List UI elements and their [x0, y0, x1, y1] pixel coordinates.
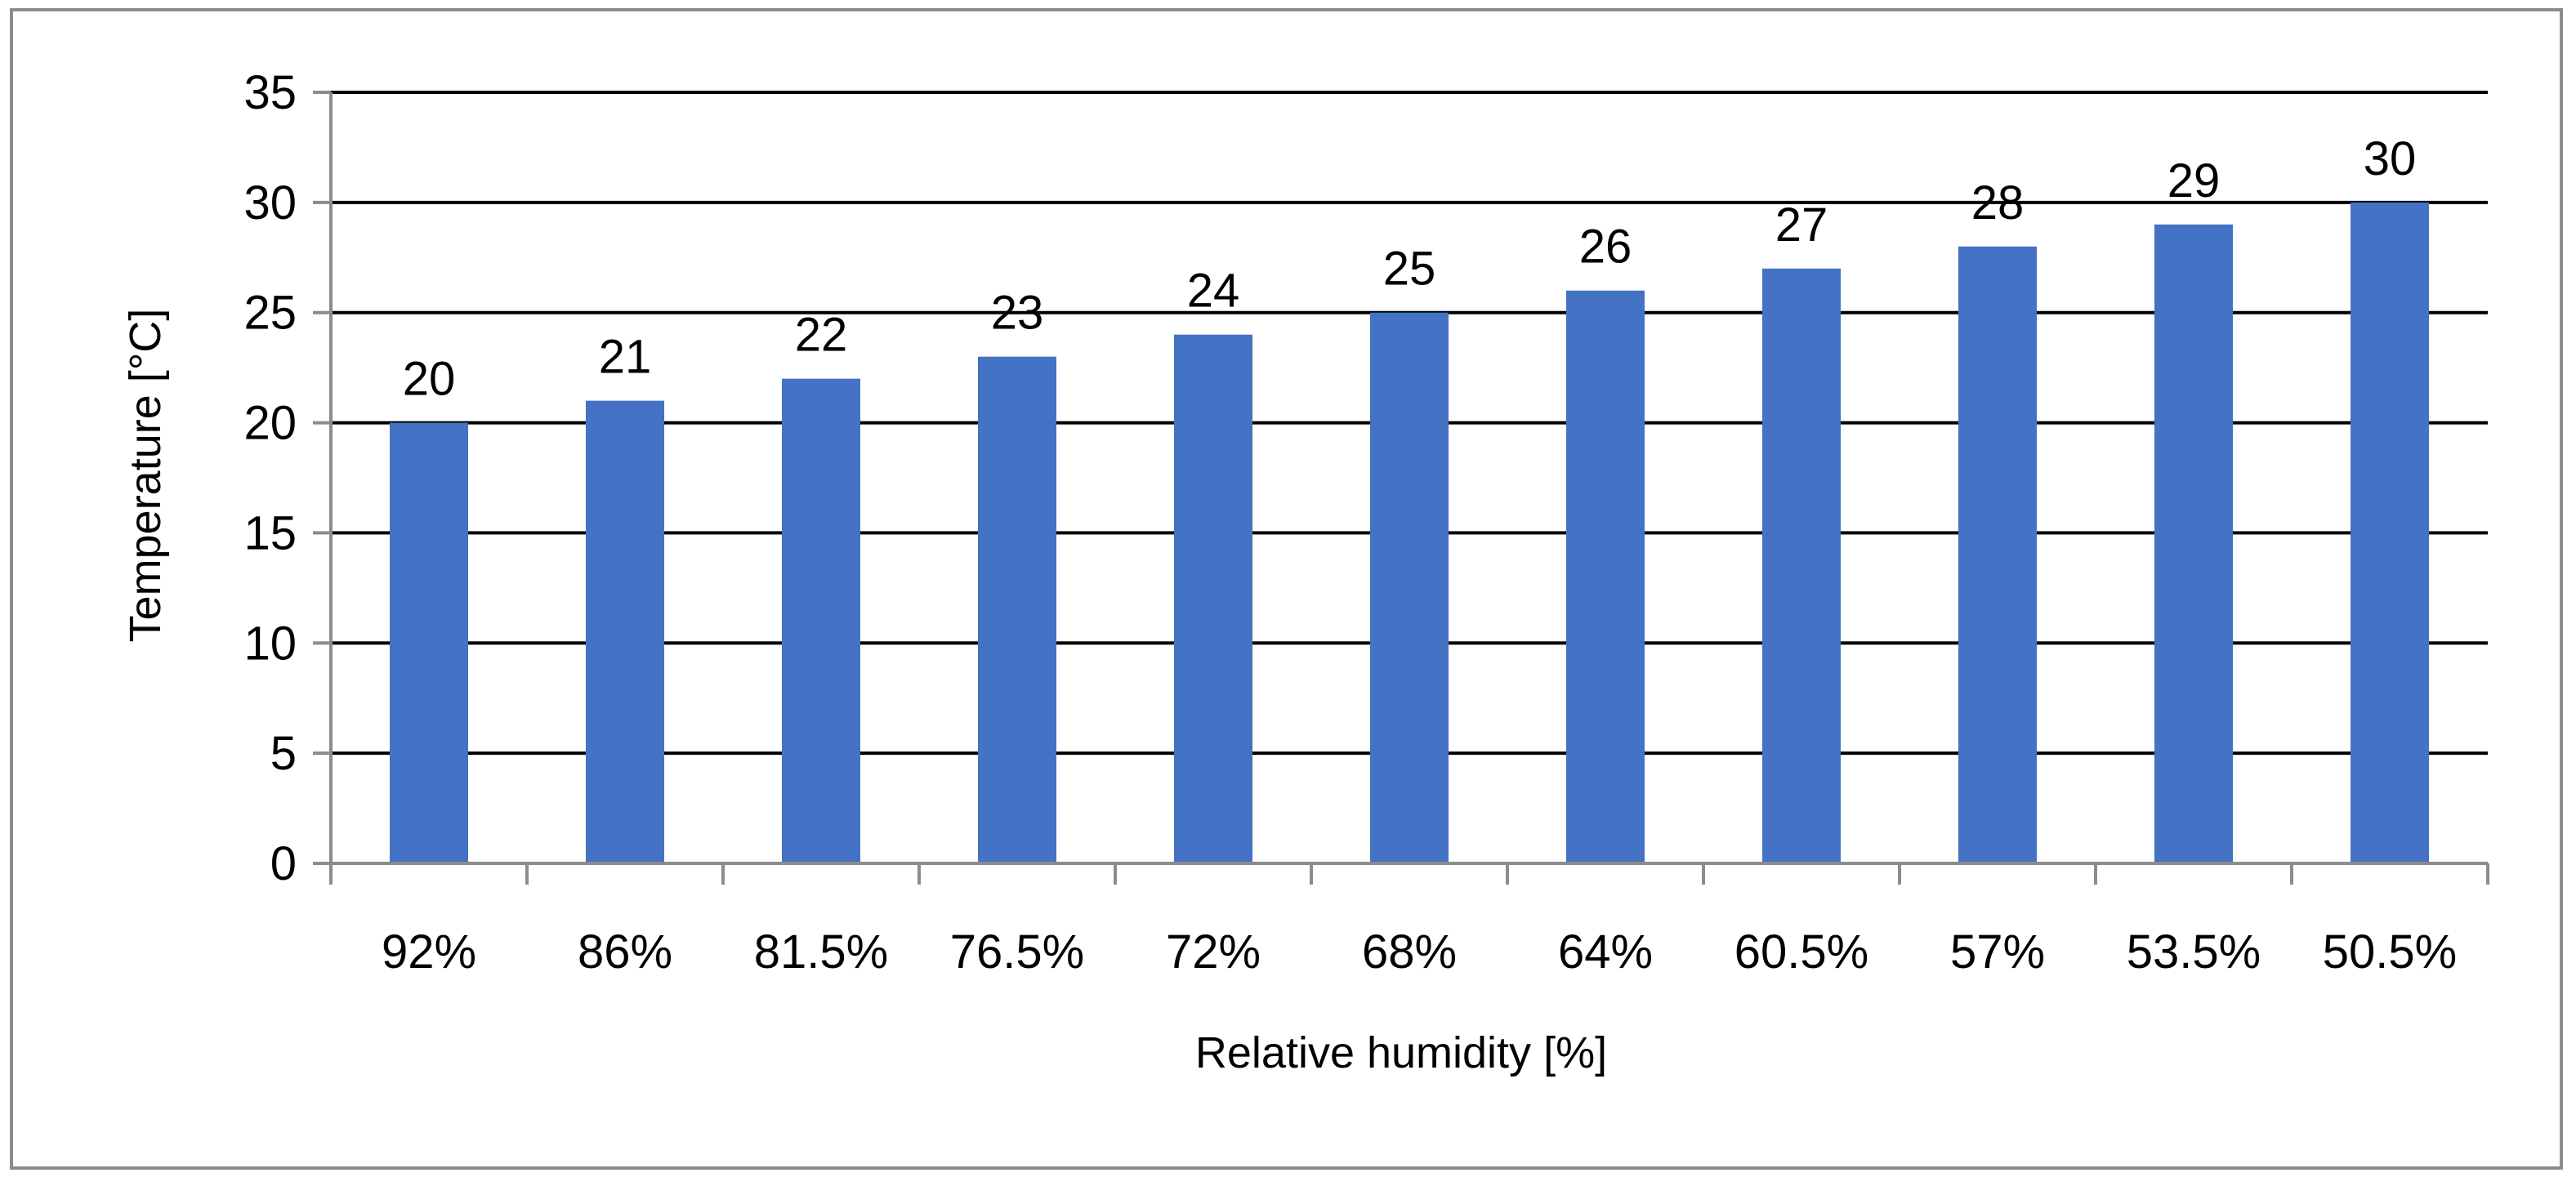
x-tick-label: 50.5%: [2323, 925, 2457, 979]
y-axis-title: Temperature [°C]: [121, 309, 170, 643]
bar: [390, 422, 468, 863]
x-tick-label: 72%: [1166, 925, 1261, 979]
data-label: 25: [1383, 243, 1436, 296]
x-tick-label: 64%: [1558, 925, 1653, 979]
x-axis: [313, 92, 2489, 885]
bar: [2154, 224, 2233, 863]
data-label: 28: [1971, 176, 2025, 230]
data-label: 30: [2364, 132, 2417, 185]
data-label: 26: [1579, 221, 1632, 274]
y-tick-label: 20: [243, 397, 297, 450]
x-tick-label: 76.5%: [950, 925, 1084, 979]
y-tick-label: 0: [270, 837, 297, 890]
bar: [2351, 202, 2429, 863]
bar: [1958, 246, 2037, 863]
bar: [1370, 312, 1449, 863]
bar: [978, 356, 1056, 864]
data-label: 23: [991, 287, 1044, 340]
x-tick-label: 86%: [578, 925, 672, 979]
bars: [390, 202, 2429, 864]
x-tick-label: 60.5%: [1734, 925, 1868, 979]
y-tick-label: 5: [270, 727, 297, 780]
x-tick-label: 53.5%: [2127, 925, 2261, 979]
bar: [782, 378, 860, 864]
x-tick-label: 92%: [382, 925, 476, 979]
x-tick-label: 68%: [1362, 925, 1457, 979]
bar: [1174, 334, 1252, 864]
data-label: 29: [2168, 154, 2221, 207]
bar: [1762, 268, 1841, 863]
y-tick-label: 25: [243, 287, 297, 340]
x-tick-label: 81.5%: [754, 925, 888, 979]
y-tick-label: 10: [243, 617, 297, 670]
x-axis-labels: 92% 86% 81.5% 76.5% 72% 68% 64% 60.5% 57% 53.5% 50…: [382, 925, 2457, 979]
data-labels: 20 21 22 23 24 25 26 27 28 29 30: [403, 132, 2417, 406]
bar: [1566, 290, 1645, 863]
data-label: 21: [599, 331, 652, 384]
bar: [586, 400, 664, 864]
data-label: 24: [1187, 265, 1240, 318]
data-label: 27: [1775, 198, 1828, 252]
x-axis-title: Relative humidity [%]: [1195, 1028, 1607, 1077]
y-axis-ticks: 0 5 10 15 20 25 30 35: [243, 66, 331, 890]
y-tick-label: 35: [243, 66, 297, 119]
y-tick-label: 30: [243, 176, 297, 230]
data-label: 20: [403, 353, 456, 406]
y-tick-label: 15: [243, 506, 297, 560]
data-label: 22: [795, 309, 848, 362]
x-tick-label: 57%: [1950, 925, 2045, 979]
